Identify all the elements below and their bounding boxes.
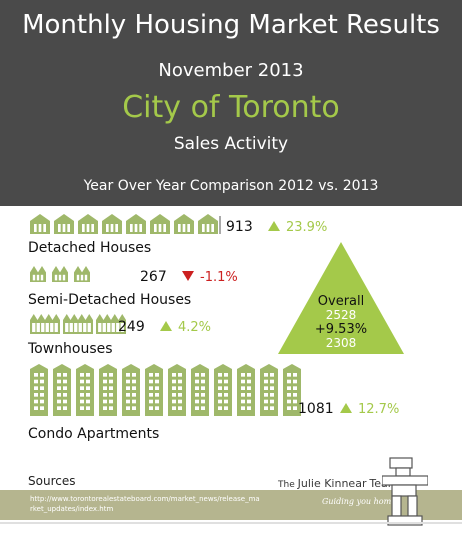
- row-value: 913: [226, 219, 253, 235]
- condo-icon: [283, 364, 301, 416]
- footer-divider: [0, 522, 462, 524]
- tagline: Guiding you home: [322, 497, 396, 506]
- townhouse-icon: [96, 314, 126, 334]
- condo-icon: [260, 364, 278, 416]
- semi-detached-icon: [52, 266, 68, 282]
- team-name-main: Julie Kinnear: [297, 477, 367, 490]
- inukshuk-logo-icon: [382, 457, 428, 526]
- condo-icon: [214, 364, 232, 416]
- condo-icon: [76, 364, 94, 416]
- footer-bar: http://www.torontorealestateboard.com/ma…: [0, 490, 462, 520]
- row-change: 12.7%: [358, 402, 399, 417]
- up-arrow-icon: [340, 403, 352, 413]
- house-icon: [78, 214, 98, 234]
- house-icon: [126, 214, 146, 234]
- semi-detached-icon: [30, 266, 46, 282]
- sources-label: Sources: [28, 474, 76, 488]
- overall-change: +9.53%: [315, 322, 367, 337]
- row-label: Townhouses: [27, 341, 113, 357]
- row-label: Condo Apartments: [28, 426, 159, 442]
- up-arrow-icon: [160, 321, 172, 331]
- row-change: -1.1%: [200, 270, 238, 285]
- team-name: The Julie Kinnear Team: [278, 477, 398, 490]
- overall-triangle: [278, 242, 404, 354]
- condo-icon: [30, 364, 48, 416]
- condo-icon: [145, 364, 163, 416]
- team-name-prefix: The: [278, 480, 295, 490]
- row-label: Detached Houses: [28, 240, 151, 256]
- condo-icon: [237, 364, 255, 416]
- down-arrow-icon: [182, 271, 194, 281]
- row-label: Semi-Detached Houses: [28, 292, 191, 308]
- row-change: 4.2%: [178, 320, 211, 335]
- source-url-link[interactable]: http://www.torontorealestateboard.com/ma…: [30, 495, 260, 513]
- condo-icon: [53, 364, 71, 416]
- header-banner: Monthly Housing Market Results November …: [0, 0, 462, 206]
- row-value: 1081: [298, 401, 334, 417]
- condo-icon: [122, 364, 140, 416]
- house-icon: [54, 214, 74, 234]
- up-arrow-icon: [268, 221, 280, 231]
- townhouse-icon: [30, 314, 60, 334]
- sales-chart: 913 23.9% Detached Houses 267 -1.1% Semi-Deta…: [27, 214, 404, 442]
- condo-icon: [168, 364, 186, 416]
- condo-icon: [191, 364, 209, 416]
- city-name: City of Toronto: [122, 90, 340, 125]
- house-icon: [174, 214, 194, 234]
- report-period: November 2013: [158, 60, 304, 81]
- house-icon: [102, 214, 122, 234]
- page-title: Monthly Housing Market Results: [22, 10, 440, 40]
- house-icon: [150, 214, 170, 234]
- row-value: 267: [140, 269, 167, 285]
- comparison-label: Year Over Year Comparison 2012 vs. 2013: [83, 178, 379, 194]
- activity-label: Sales Activity: [173, 134, 289, 154]
- semi-detached-icon: [74, 266, 90, 282]
- row-value: 249: [118, 319, 145, 335]
- condo-icon: [99, 364, 117, 416]
- townhouse-icon: [63, 314, 93, 334]
- overall-2013: 2528: [326, 308, 357, 322]
- house-icon: [198, 214, 218, 234]
- row-change: 23.9%: [286, 220, 327, 235]
- house-icon: [30, 214, 50, 234]
- overall-label: Overall: [318, 294, 364, 309]
- overall-2012: 2308: [326, 336, 357, 350]
